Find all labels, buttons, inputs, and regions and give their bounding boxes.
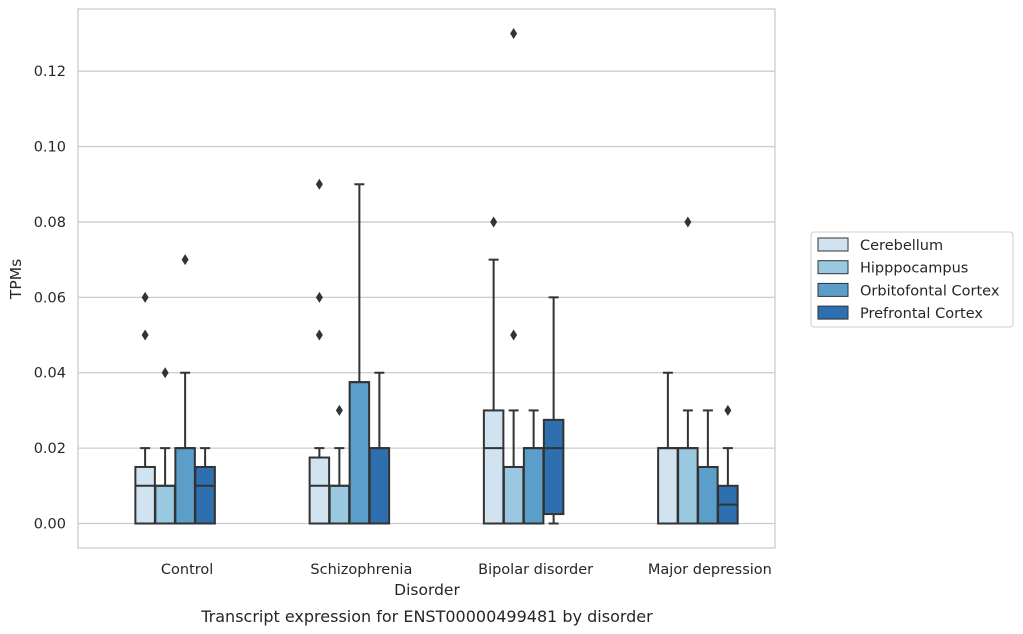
x-axis-label: Disorder [394,581,460,599]
plot-area-frame [77,8,776,549]
y-tick-label: 0.12 [34,64,66,80]
box-body [542,418,565,516]
box-1-3 [677,216,699,525]
outlier-point [315,329,323,341]
outlier-point [490,216,498,228]
y-axis-label: TPMs [7,259,25,300]
box-body [657,447,679,525]
box-0-0 [134,291,156,525]
box-0-3 [657,371,679,525]
x-tick-label: Control [161,562,213,578]
box-0-2 [482,216,505,525]
outlier-point [510,329,518,341]
y-tick-label: 0.10 [34,140,66,156]
box-body [522,447,545,525]
legend-label: Orbitofontal Cortex [860,283,1000,299]
outlier-point [141,329,149,341]
box-body [154,484,176,525]
box-1-0 [154,367,176,525]
outlier-point [684,216,692,228]
y-tick-label: 0.00 [34,517,66,533]
chart-caption: Transcript expression for ENST0000049948… [200,607,653,626]
outlier-point [315,178,323,190]
box-body [134,465,156,525]
legend-label: Hipppocampus [860,261,968,277]
outlier-point [335,404,343,416]
box-3-1 [368,371,391,525]
x-axis-ticks: Control Schizophrenia Bipolar disorder Majo… [161,562,772,578]
box-body [174,447,196,525]
box-body [368,447,391,525]
box-body [328,484,351,525]
box-3-2 [542,296,565,525]
box-3-3 [717,404,739,525]
outlier-point [141,291,149,303]
box-2-2 [522,409,545,525]
x-tick-label: Major depression [648,562,772,578]
outlier-point [161,367,169,379]
legend-swatch [817,237,849,252]
outlier-point [724,404,732,416]
outlier-point [315,291,323,303]
box-body [697,465,719,525]
box-1-2 [502,28,525,525]
y-tick-label: 0.02 [34,441,66,457]
legend-swatch [817,305,849,320]
box-2-1 [348,183,371,525]
box-body [308,456,331,525]
box-2-3 [697,409,719,525]
y-axis-ticks: 0.00 0.02 0.04 0.06 0.08 0.10 0.12 [34,64,66,532]
box-body [194,465,216,525]
box-0-1 [308,178,331,525]
outlier-point [510,28,518,39]
box-1-1 [328,404,351,525]
boxes [134,28,739,525]
legend: Cerebellum Hipppocampus Orbitofontal Corte… [810,231,1014,328]
y-tick-label: 0.08 [34,215,66,231]
y-tick-label: 0.04 [34,366,66,382]
box-body [502,465,525,525]
box-body [482,409,505,525]
box-body [677,447,699,525]
box-body [348,381,371,525]
legend-label: Prefrontal Cortex [860,306,983,322]
box-3-0 [194,447,216,525]
y-tick-label: 0.06 [34,290,66,306]
legend-frame [810,231,1014,328]
x-tick-label: Bipolar disorder [478,562,593,578]
legend-swatch [817,282,849,297]
legend-swatch [817,260,849,275]
legend-items: Cerebellum Hipppocampus Orbitofontal Corte… [817,237,1000,322]
box-2-0 [174,254,196,525]
outlier-point [181,254,189,266]
legend-label: Cerebellum [860,238,943,254]
x-tick-label: Schizophrenia [310,562,412,578]
